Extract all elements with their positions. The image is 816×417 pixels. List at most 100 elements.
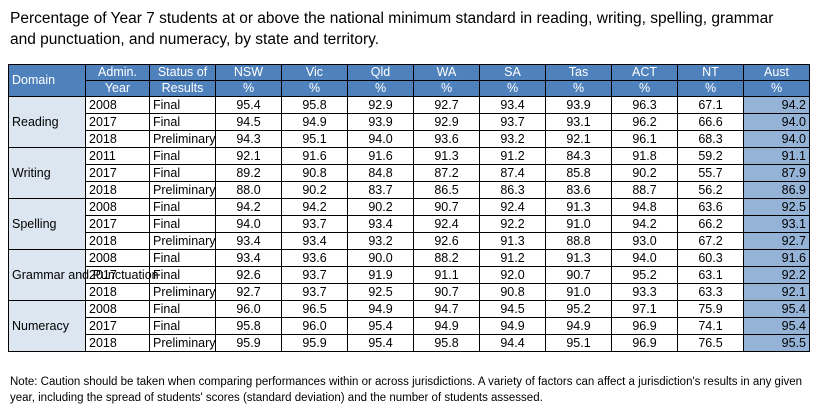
value-cell: 94.0 <box>215 215 282 233</box>
aust-value-cell: 91.1 <box>743 147 810 165</box>
value-cell: 93.2 <box>347 232 414 250</box>
status-cell: Final <box>149 113 216 131</box>
year-cell: 2008 <box>85 300 150 318</box>
value-cell: 90.2 <box>281 181 348 199</box>
aust-value-cell: 95.4 <box>743 317 810 335</box>
table-row: 2017 Final 89.2 90.8 84.8 87.2 87.4 85.8 90.2 55.… <box>9 164 810 182</box>
header-jurisdiction: Vic <box>281 64 348 81</box>
value-cell: 91.0 <box>545 215 612 233</box>
header-unit: % <box>611 80 678 97</box>
value-cell: 66.6 <box>677 113 744 131</box>
table-row: 2018 Preliminary 94.3 95.1 94.0 93.6 93.2 92.1 9… <box>9 130 810 148</box>
value-cell: 94.0 <box>347 130 414 148</box>
value-cell: 91.2 <box>479 147 546 165</box>
value-cell: 56.2 <box>677 181 744 199</box>
value-cell: 92.6 <box>215 266 282 284</box>
value-cell: 96.0 <box>281 317 348 335</box>
value-cell: 93.7 <box>281 215 348 233</box>
value-cell: 95.1 <box>545 334 612 352</box>
table-row: Reading 2008 Final 95.4 95.8 92.9 92.7 93.4 93.9… <box>8 96 810 148</box>
value-cell: 95.9 <box>215 334 282 352</box>
value-cell: 68.3 <box>677 130 744 148</box>
year-cell: 2008 <box>85 96 150 114</box>
value-cell: 92.5 <box>347 283 414 301</box>
table-row: 2017 Final 94.5 94.9 93.9 92.9 93.7 93.1 96.2 66.… <box>9 113 810 131</box>
status-cell: Final <box>149 147 216 165</box>
domain-cell: Reading <box>8 96 86 148</box>
value-cell: 94.0 <box>611 249 678 267</box>
aust-value-cell: 92.5 <box>743 198 810 216</box>
value-cell: 95.4 <box>347 334 414 352</box>
aust-value-cell: 87.9 <box>743 164 810 182</box>
status-cell: Final <box>149 300 216 318</box>
value-cell: 91.3 <box>545 198 612 216</box>
value-cell: 88.8 <box>545 232 612 250</box>
table-title: Percentage of Year 7 students at or abov… <box>10 10 774 48</box>
year-cell: 2018 <box>85 334 150 352</box>
aust-value-cell: 93.1 <box>743 215 810 233</box>
domain-cell: Numeracy <box>8 300 86 352</box>
value-cell: 94.3 <box>215 130 282 148</box>
value-cell: 90.2 <box>611 164 678 182</box>
year-cell: 2018 <box>85 130 150 148</box>
value-cell: 63.6 <box>677 198 744 216</box>
aust-value-cell: 95.5 <box>743 334 810 352</box>
value-cell: 76.5 <box>677 334 744 352</box>
value-cell: 94.9 <box>479 317 546 335</box>
status-cell: Preliminary <box>149 232 216 250</box>
value-cell: 84.3 <box>545 147 612 165</box>
value-cell: 93.4 <box>215 232 282 250</box>
value-cell: 92.1 <box>215 147 282 165</box>
value-cell: 96.2 <box>611 113 678 131</box>
value-cell: 67.1 <box>677 96 744 114</box>
header-jurisdiction: Aust <box>743 64 810 81</box>
value-cell: 88.7 <box>611 181 678 199</box>
value-cell: 94.5 <box>479 300 546 318</box>
year-cell: 2008 <box>85 249 150 267</box>
header-jurisdiction: NT <box>677 64 744 81</box>
status-cell: Final <box>149 249 216 267</box>
value-cell: 63.3 <box>677 283 744 301</box>
value-cell: 90.7 <box>413 198 480 216</box>
value-cell: 84.8 <box>347 164 414 182</box>
table-row: 2018 Preliminary 92.7 93.7 92.5 90.7 90.8 91.0 9… <box>9 283 810 301</box>
table-row: 2018 Preliminary 93.4 93.4 93.2 92.6 91.3 88.8 9… <box>9 232 810 250</box>
value-cell: 93.4 <box>479 96 546 114</box>
year-cell: 2018 <box>85 181 150 199</box>
value-cell: 94.9 <box>545 317 612 335</box>
value-cell: 59.2 <box>677 147 744 165</box>
value-cell: 94.7 <box>413 300 480 318</box>
year-cell: 2018 <box>85 283 150 301</box>
value-cell: 90.2 <box>347 198 414 216</box>
value-cell: 94.9 <box>413 317 480 335</box>
value-cell: 92.6 <box>413 232 480 250</box>
table-row: Spelling 2008 Final 94.2 94.2 90.2 90.7 92.4 91.… <box>8 198 810 250</box>
value-cell: 91.0 <box>545 283 612 301</box>
value-cell: 93.7 <box>281 266 348 284</box>
status-cell: Final <box>149 198 216 216</box>
value-cell: 94.9 <box>281 113 348 131</box>
header-year-line1: Admin. <box>85 64 150 81</box>
value-cell: 93.4 <box>215 249 282 267</box>
header-row-2: Year Results%%%%%%%%% <box>9 80 810 97</box>
year-cell: 2018 <box>85 232 150 250</box>
status-cell: Preliminary <box>149 130 216 148</box>
value-cell: 95.9 <box>281 334 348 352</box>
value-cell: 91.8 <box>611 147 678 165</box>
header-unit: % <box>677 80 744 97</box>
value-cell: 93.4 <box>347 215 414 233</box>
aust-value-cell: 92.7 <box>743 232 810 250</box>
value-cell: 87.2 <box>413 164 480 182</box>
table-row: 2017 Final 94.0 93.7 93.4 92.4 92.2 91.0 94.2 66.… <box>9 215 810 233</box>
value-cell: 66.2 <box>677 215 744 233</box>
value-cell: 95.4 <box>215 96 282 114</box>
value-cell: 96.9 <box>611 334 678 352</box>
value-cell: 91.1 <box>413 266 480 284</box>
aust-value-cell: 94.0 <box>743 113 810 131</box>
value-cell: 94.8 <box>611 198 678 216</box>
value-cell: 92.4 <box>413 215 480 233</box>
domain-cell: Spelling <box>8 198 86 250</box>
table-row: 2017 Final 92.6 93.7 91.9 91.1 92.0 90.7 95.2 63.… <box>9 266 810 284</box>
value-cell: 96.9 <box>611 317 678 335</box>
footnote: Note: Caution should be taken when compa… <box>10 376 803 404</box>
